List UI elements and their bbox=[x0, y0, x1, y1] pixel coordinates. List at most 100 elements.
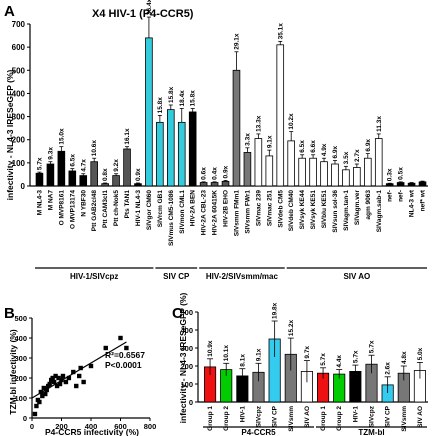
panel-a-data-label: 35.1x bbox=[277, 23, 284, 40]
panel-a-bar bbox=[254, 138, 263, 187]
panel-b-xtick-label: 200 bbox=[55, 422, 68, 431]
panel-b-ytick-label: 100 bbox=[14, 394, 27, 403]
panel-a-data-label: 0.8x bbox=[102, 168, 109, 181]
panel-b-ytick-label: 200 bbox=[14, 374, 27, 383]
panel-a-bar bbox=[331, 163, 339, 187]
panel-c-category-label: Group 1 bbox=[320, 406, 327, 431]
panel-c-data-label: 10.9x bbox=[207, 340, 214, 357]
panel-a-bar bbox=[353, 167, 361, 187]
panel-a-category-label: SIVsmm FWr1 bbox=[244, 190, 251, 234]
panel-c-category-label: SIVsmm bbox=[288, 406, 295, 432]
panel-c-data-label: 5.7x bbox=[369, 340, 376, 353]
panel-b-ytick-label: 0 bbox=[23, 414, 27, 423]
panel-a-bar bbox=[265, 155, 274, 187]
panel-b-p: P<0.0001 bbox=[105, 360, 142, 370]
panel-a-category-label: M NA7 bbox=[47, 190, 54, 211]
panel-a-data-label: 2.7x bbox=[354, 149, 361, 162]
panel-c-ytick-label: 500 bbox=[180, 308, 193, 317]
panel-a-bar bbox=[364, 157, 372, 187]
panel-c-category-label: HIV-1 bbox=[239, 406, 246, 423]
panel-a-group-label: HIV-2/SIVsmm/mac bbox=[206, 272, 279, 281]
panel-a-category-label: NL4-3 wt bbox=[409, 189, 416, 217]
panel-a-data-label: 9.1x bbox=[266, 135, 273, 148]
panel-c-bars: 10.9x Group 1 10.1x Group 2 8.1x HIV-1 9.1x SIV… bbox=[204, 302, 426, 432]
panel-a-bar bbox=[167, 109, 175, 187]
panel-a-data-label: 4.7x bbox=[80, 159, 87, 172]
panel-a-ytick-label: 300 bbox=[12, 113, 26, 122]
panel-b-point bbox=[81, 379, 86, 385]
panel-a-data-label: 3.5x bbox=[343, 151, 350, 164]
panel-c-category-label: Group 2 bbox=[336, 406, 343, 431]
panel-a-category-label: nef- bbox=[387, 190, 394, 202]
panel-b-point bbox=[66, 375, 72, 381]
panel-a-bar bbox=[276, 44, 285, 187]
panel-a-bar bbox=[232, 69, 241, 187]
panel-a-bar bbox=[342, 169, 350, 187]
panel-b-point bbox=[103, 345, 108, 351]
panel-b-point bbox=[124, 345, 129, 351]
panel-a-data-label: 10.6x bbox=[91, 140, 98, 157]
panel-c-data-label: 9.1x bbox=[256, 348, 263, 361]
panel-a-bar bbox=[199, 182, 208, 187]
panel-a-category-label: Ptt GAB2cl48 bbox=[91, 190, 98, 232]
panel-a-data-label: 6.5x bbox=[69, 154, 76, 167]
panel-c-ytick-label: 100 bbox=[180, 380, 193, 389]
panel-a-category-label: SIVblu KE51 bbox=[321, 190, 328, 229]
panel-c-category-label: SIV AO bbox=[304, 406, 311, 428]
panel-a-bar bbox=[221, 180, 230, 187]
panel-a-data-label: 0.6x bbox=[201, 167, 208, 180]
panel-a-title: X4 HIV-1 (P4-CCR5) bbox=[92, 8, 194, 20]
panel-b-point bbox=[41, 385, 46, 391]
panel-a-data-label: 4.9x bbox=[321, 143, 328, 156]
panel-a-data-label: 10.2x bbox=[288, 113, 295, 130]
panel-a-category-label: SIVagm.tan-1 bbox=[343, 190, 350, 231]
panel-a-category-label: SIVmac 251 bbox=[266, 190, 273, 227]
panel-b-point bbox=[40, 393, 45, 399]
panel-a-category-label: SIVgor CM60 bbox=[146, 190, 153, 230]
panel-a-data-label: 15.8x bbox=[190, 90, 197, 107]
panel-c-category-label: SIV AO bbox=[417, 406, 424, 428]
panel-a-ytick-label: 600 bbox=[12, 43, 26, 52]
panel-b-points bbox=[31, 335, 129, 417]
panel-c-ytick-label: 400 bbox=[180, 326, 193, 335]
panel-a-category-label: N YBF30 bbox=[80, 190, 87, 217]
panel-a-bar bbox=[156, 121, 164, 187]
panel-a-bar bbox=[243, 152, 252, 187]
panel-a-category-label: SIVagm.sab-1 bbox=[376, 190, 383, 233]
panel-a-data-label: 0.9x bbox=[135, 168, 142, 181]
panel-c-ytick-label: 200 bbox=[180, 362, 193, 371]
panel-a-bar bbox=[90, 161, 98, 187]
panel-b-point bbox=[37, 399, 42, 405]
panel-a-category-label: O MVP13174 bbox=[69, 190, 76, 229]
panel-a-bar bbox=[418, 181, 427, 187]
panel-c-ylabel: infectivity - NL4-3 IRESeGFP (%) bbox=[178, 292, 188, 423]
panel-a-bar bbox=[68, 170, 77, 187]
panel-c-ytick-label: 300 bbox=[180, 344, 193, 353]
panel-a-category-label: nef- bbox=[398, 190, 405, 202]
panel-c-category-label: SIVcpz bbox=[256, 405, 263, 427]
panel-a-data-label: 3.3x bbox=[244, 133, 251, 146]
panel-a-data-label: 18.4x bbox=[179, 90, 186, 107]
panel-a-category-label: SIVsun sol-36 bbox=[332, 190, 339, 233]
panel-b-point bbox=[60, 373, 66, 379]
panel-b-point bbox=[56, 375, 61, 381]
panel-c-data-label: 10.1x bbox=[223, 345, 230, 362]
panel-b-xlabel: P4-CCR5 infectivity (%) bbox=[45, 427, 139, 436]
panel-c-group-label: P4-CCR5 bbox=[241, 428, 276, 436]
panel-a-category-label: M NL4-3 bbox=[36, 190, 43, 216]
panel-c-category-label: SIVsmm bbox=[401, 406, 408, 432]
panel-a-ytick-label: 400 bbox=[12, 89, 26, 98]
panel-a-bar bbox=[145, 37, 153, 187]
panel-a-data-label: 9.2x bbox=[113, 159, 120, 172]
panel-c-category-label: SIVcpz bbox=[369, 405, 376, 427]
panel-c-data-label: 15.2x bbox=[288, 319, 295, 336]
panel-a-category-label: HIV-2A BEN bbox=[190, 190, 197, 227]
panel-a-data-label: 0.3x bbox=[387, 168, 394, 181]
panel-c-data-label: 2.6x bbox=[385, 362, 392, 375]
panel-c-category-label: SIV CP bbox=[272, 405, 279, 427]
panel-a-category-label: SIVagm.ver bbox=[354, 190, 361, 226]
panel-a-data-label: 6.9x bbox=[332, 146, 339, 159]
panel-a-category-label: SIVsyk KE44 bbox=[299, 190, 306, 230]
panel-c-data-label: 4.4x bbox=[336, 355, 343, 368]
